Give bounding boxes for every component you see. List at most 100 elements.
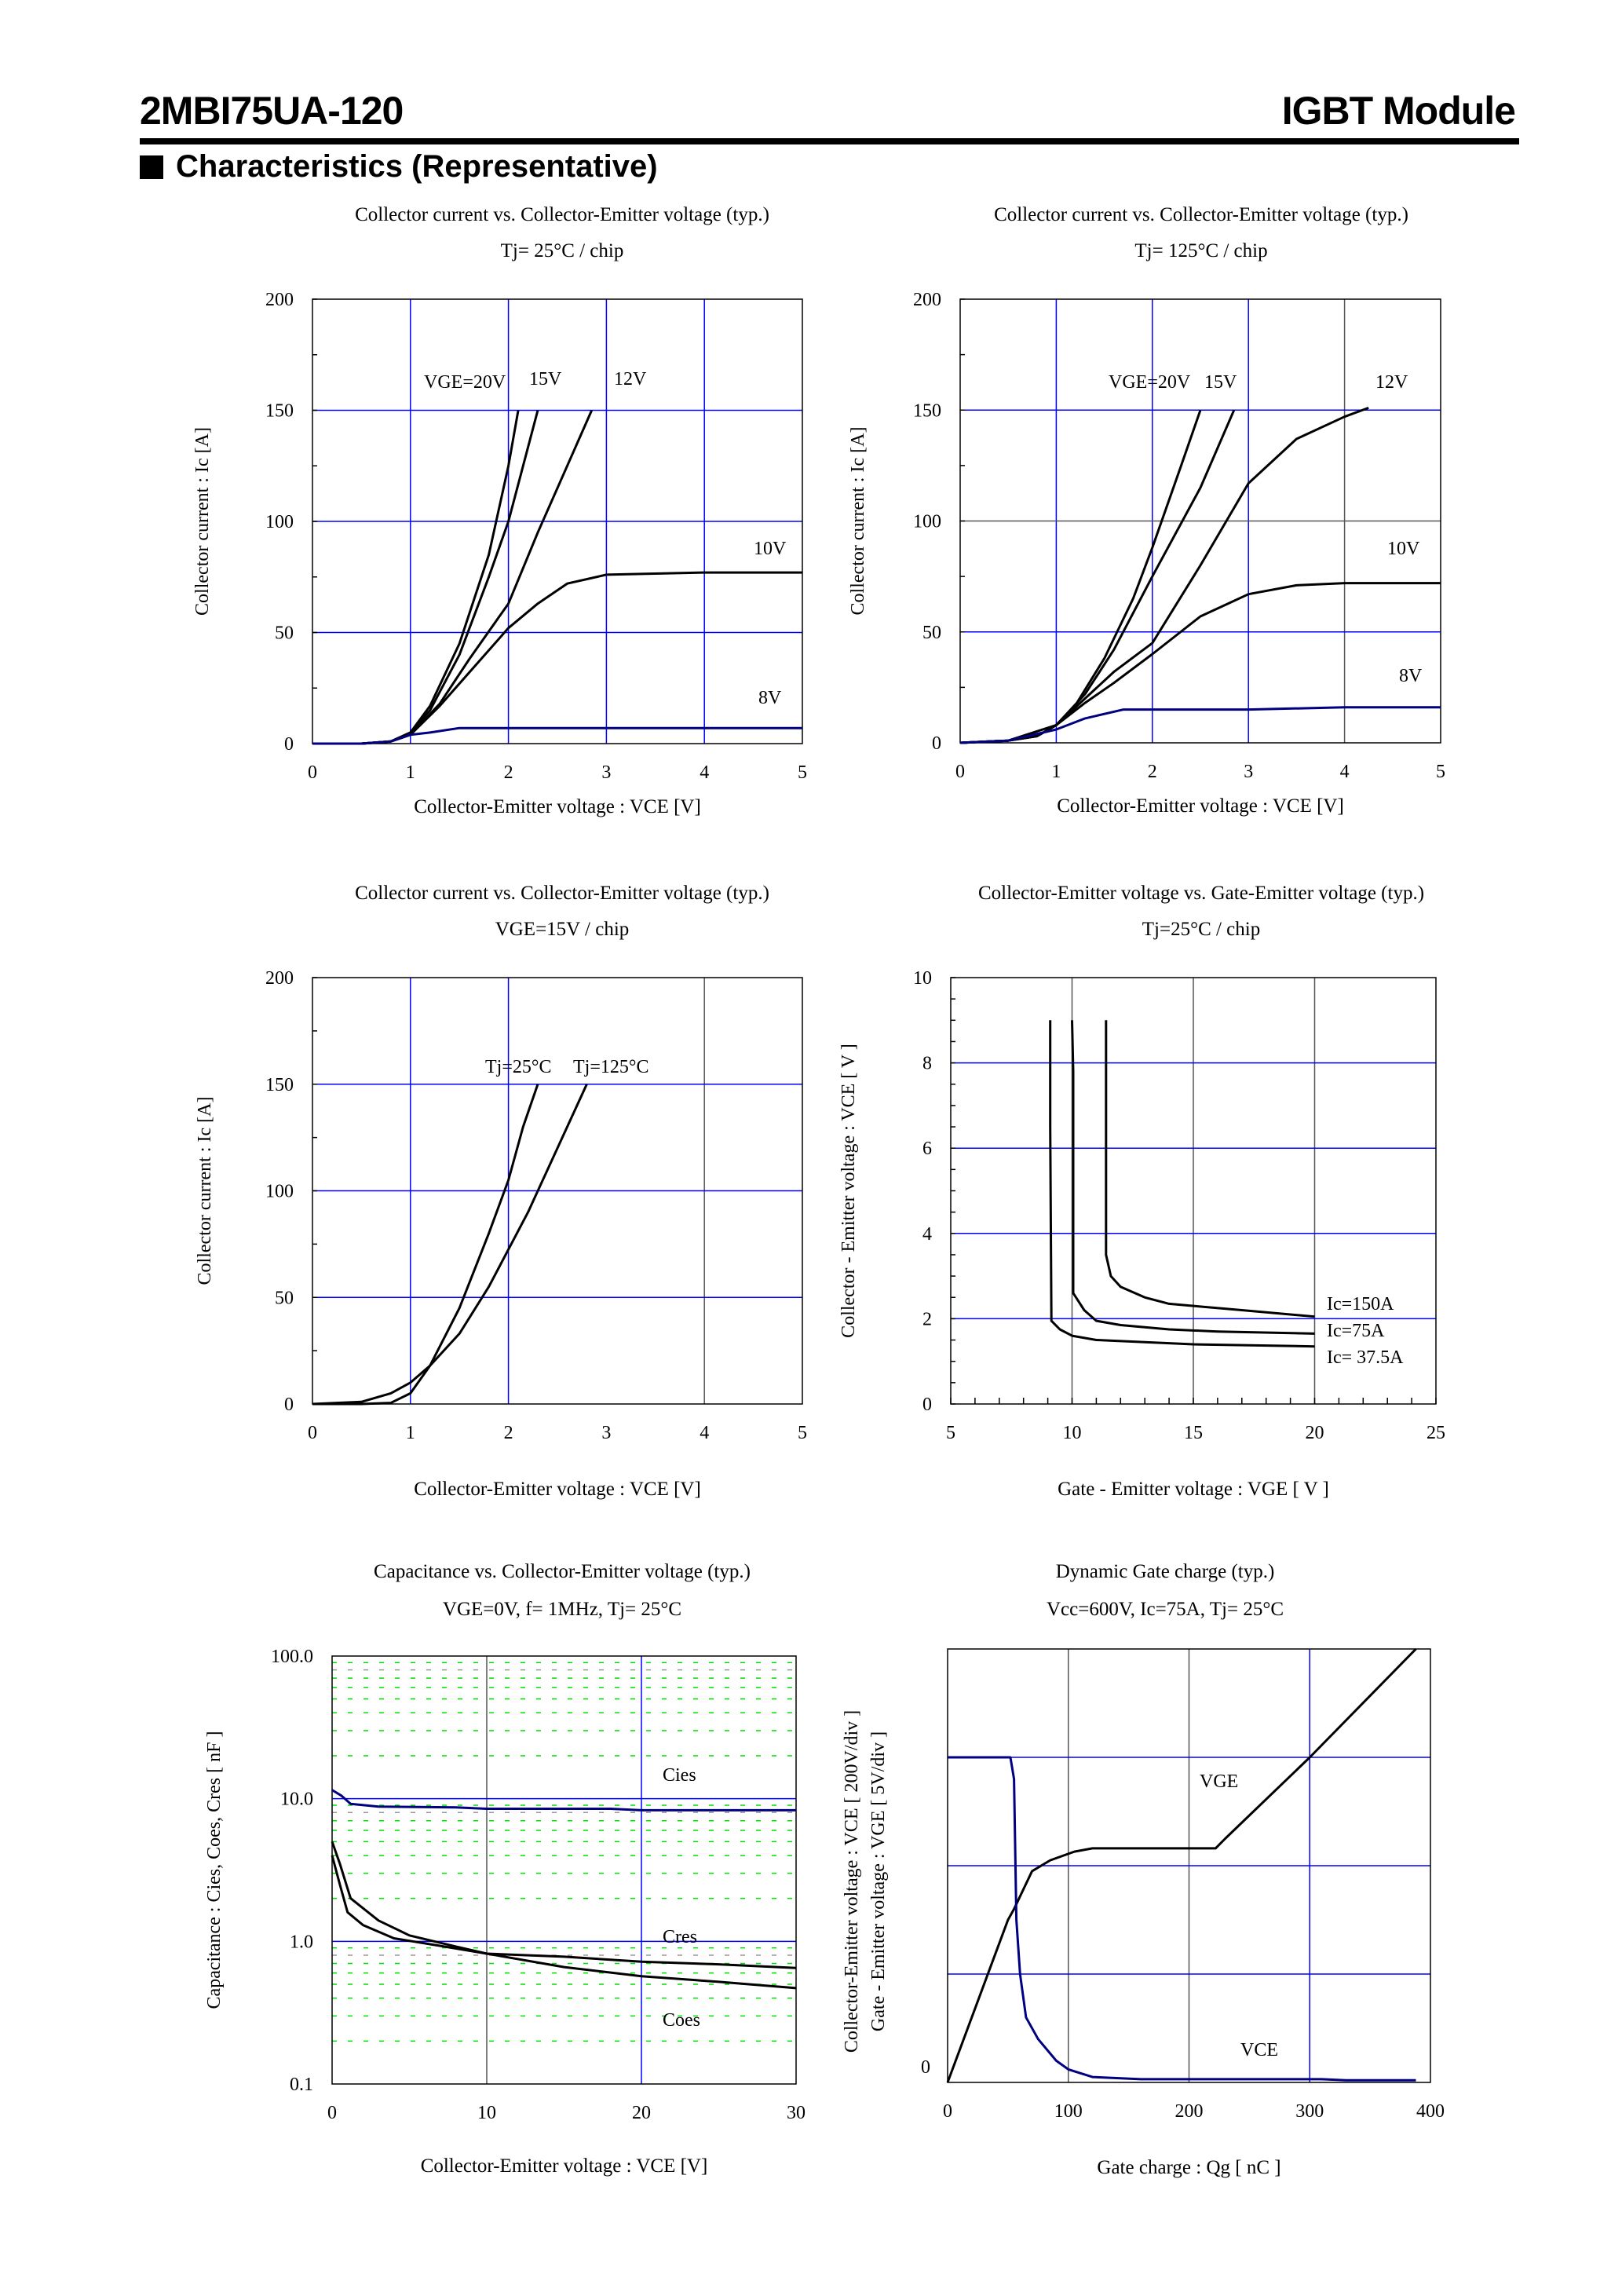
chart-5-series-cies (331, 1789, 796, 1812)
chart-1-y-axis-label: Collector current : Ic [A] (192, 427, 213, 616)
chart-3-y-tick-label: 50 (275, 1288, 294, 1308)
chart-4-x-tick-label: 15 (1184, 1423, 1203, 1443)
chart-4-title: Collector-Emitter voltage vs. Gate-Emitt… (977, 883, 1425, 904)
chart-4-y-axis-label: Collector - Emitter voltage : VCE [ V ] (838, 1044, 859, 1338)
chart-1-series-10v (312, 571, 802, 745)
chart-2-subtitle: Tj= 125°C / chip (1134, 240, 1268, 261)
chart-4-y-tick-label: 8 (922, 1054, 932, 1074)
chart-5-y-tick-label: 1.0 (290, 1932, 313, 1952)
square-bullet-icon (140, 155, 163, 179)
chart-2-series-label: 15V (1204, 372, 1237, 393)
chart-3-title: Collector current vs. Collector-Emitter … (355, 883, 769, 904)
chart-6-plot-frame (947, 1648, 1431, 2083)
chart-6-series-label: VGE (1200, 1771, 1238, 1792)
chart-6-series-label: VCE (1240, 2040, 1278, 2060)
chart-4-x-tick-label: 20 (1306, 1423, 1324, 1443)
chart-1-subtitle: Tj= 25°C / chip (500, 240, 624, 261)
chart-2-series-label: 10V (1387, 539, 1420, 559)
chart-1-series-label: VGE=20V (424, 372, 506, 393)
chart-2-x-tick-label: 0 (955, 762, 965, 782)
chart-3-x-tick-label: 2 (504, 1423, 513, 1443)
chart-1-x-tick-label: 2 (504, 762, 513, 783)
chart-4-x-tick-label: 25 (1427, 1423, 1445, 1443)
chart-4-x-tick-label: 10 (1063, 1423, 1082, 1443)
chart-2-y-axis-label: Collector current : Ic [A] (848, 427, 868, 616)
chart-6-x-tick-label: 0 (943, 2101, 952, 2122)
chart-1-x-tick-label: 1 (406, 762, 415, 783)
chart-5-x-tick-label: 10 (477, 2103, 496, 2123)
chart-5-x-tick-label: 30 (787, 2103, 806, 2123)
chart-1-x-axis-label: Collector-Emitter voltage : VCE [V] (414, 796, 701, 817)
chart-6-series-vce (948, 1756, 1416, 2082)
section-title: Characteristics (Representative) (176, 149, 658, 184)
chart-3-series-tj-125-c (312, 1084, 588, 1406)
chart-6-title: Dynamic Gate charge (typ.) (1055, 1561, 1275, 1582)
chart-2-series-12v (959, 406, 1369, 744)
chart-3-y-axis-label: Collector current : Ic [A] (195, 1097, 215, 1285)
chart-3-x-tick-label: 3 (601, 1423, 611, 1443)
chart-5-title: Capacitance vs. Collector-Emitter voltag… (374, 1561, 751, 1582)
chart-2-y-tick-label: 50 (922, 623, 941, 643)
chart-2-series-label: VGE=20V (1109, 372, 1191, 393)
chart-2-series-8v (959, 706, 1441, 744)
chart-1-title: Collector current vs. Collector-Emitter … (355, 204, 769, 225)
chart-1-y-tick-label: 150 (265, 401, 294, 422)
chart-5-x-axis-label: Collector-Emitter voltage : VCE [V] (421, 2155, 708, 2177)
chart-1-x-tick-label: 4 (700, 762, 709, 783)
chart-5-series-label: Coes (663, 2010, 700, 2031)
chart-4-y-tick-label: 4 (922, 1224, 932, 1245)
chart-2-x-tick-label: 5 (1436, 762, 1445, 782)
chart-5-series-cres (331, 1841, 797, 1969)
chart-2-x-tick-label: 2 (1148, 762, 1157, 782)
chart-4: 5 10 15 20 25 0 2 4 6 8 10 Gate - Emitter voltage :… (838, 968, 1445, 1500)
chart-4-y-tick-label: 10 (913, 968, 932, 989)
chart-5-y-tick-label: 100.0 (271, 1647, 313, 1667)
chart-1-series-label: 15V (529, 369, 562, 389)
chart-3-x-tick-label: 0 (308, 1423, 317, 1443)
chart-4-series-ic-75a (1071, 1020, 1315, 1335)
chart-3-y-tick-label: 150 (265, 1075, 294, 1095)
chart-2-series-label: 8V (1399, 666, 1423, 686)
chart-4-series-label: Ic=75A (1327, 1321, 1385, 1341)
chart-5-y-tick-label: 0.1 (290, 2075, 313, 2095)
chart-4-series-ic-150a (1105, 1020, 1315, 1318)
chart-2-y-tick-label: 100 (913, 512, 941, 532)
chart-3-subtitle: VGE=15V / chip (495, 919, 630, 940)
chart-4-x-axis-label: Gate - Emitter voltage : VGE [ V ] (1058, 1479, 1329, 1500)
chart-2-x-tick-label: 4 (1340, 762, 1350, 782)
product-type: IGBT Module (1281, 89, 1516, 133)
chart-3-y-tick-label: 100 (265, 1182, 294, 1202)
chart-1-y-tick-label: 0 (284, 734, 294, 755)
chart-2-title: Collector current vs. Collector-Emitter … (994, 204, 1408, 225)
chart-6: 0 100 200 300 400 0 Gate charge : Qg [ nC ] Col… (842, 1647, 1445, 2178)
chart-4-series-ic-37-5a (1049, 1020, 1315, 1348)
chart-5-plot-frame (331, 1655, 797, 2085)
chart-1-x-tick-label: 5 (798, 762, 807, 783)
chart-4-y-tick-label: 0 (922, 1395, 932, 1415)
chart-1-series-8v (312, 726, 802, 745)
chart-6-x-tick-label: 200 (1175, 2101, 1204, 2122)
chart-4-series-label: Ic=150A (1327, 1294, 1394, 1314)
chart-2-x-tick-label: 1 (1051, 762, 1061, 782)
chart-5-series-coes (331, 1855, 797, 1990)
chart-6-y-axis-label-2: Gate - Emitter voltage : VGE [ 5V/div ] (868, 1731, 889, 2031)
chart-3-x-tick-label: 5 (798, 1423, 807, 1443)
section-heading: Characteristics (Representative) (140, 149, 658, 185)
chart-1-y-tick-label: 100 (265, 512, 294, 532)
chart-5: 0 10 20 30 0.1 1.0 10.0 100.0 Collector-Emitter … (204, 1647, 806, 2177)
chart-3-y-tick-label: 0 (284, 1395, 294, 1415)
chart-2-y-tick-label: 200 (913, 290, 941, 310)
chart-6-y-tick-label: 0 (921, 2057, 930, 2078)
chart-3-series-tj-25-c (312, 1084, 539, 1406)
chart-1-series-label: 10V (754, 539, 787, 559)
chart-6-x-tick-label: 300 (1295, 2101, 1324, 2122)
chart-1-series-label: 8V (758, 688, 782, 708)
chart-5-series-label: Cres (663, 1927, 697, 1947)
chart-1-x-tick-label: 0 (308, 762, 317, 783)
chart-6-x-axis-label: Gate charge : Qg [ nC ] (1097, 2157, 1280, 2178)
chart-2-x-axis-label: Collector-Emitter voltage : VCE [V] (1057, 795, 1344, 817)
chart-6-subtitle: Vcc=600V, Ic=75A, Tj= 25°C (1046, 1599, 1284, 1620)
chart-1-y-tick-label: 200 (265, 290, 294, 310)
